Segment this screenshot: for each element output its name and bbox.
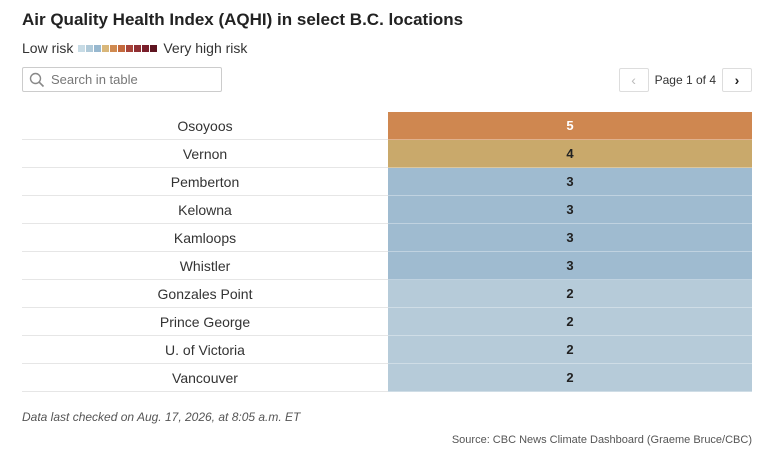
chevron-left-icon: ‹	[631, 72, 636, 88]
aqhi-value-cell: 3	[388, 196, 752, 224]
table-row: Prince George 2	[22, 308, 752, 336]
legend-swatch	[78, 44, 86, 52]
location-cell: Pemberton	[22, 168, 388, 196]
aqhi-value-cell: 2	[388, 336, 752, 364]
table-row: Gonzales Point 2	[22, 280, 752, 308]
location-cell: Vancouver	[22, 364, 388, 392]
table-row: Kelowna 3	[22, 196, 752, 224]
table-row: Kamloops 3	[22, 224, 752, 252]
table-row: Whistler 3	[22, 252, 752, 280]
legend-swatch	[126, 44, 134, 52]
table-row: U. of Victoria 2	[22, 336, 752, 364]
aqhi-value-cell: 3	[388, 252, 752, 280]
chevron-right-icon: ›	[734, 72, 740, 88]
prev-page-button[interactable]: ‹	[618, 68, 649, 92]
location-cell: Gonzales Point	[22, 280, 388, 308]
aqhi-value-cell: 5	[388, 112, 752, 140]
location-cell: Kelowna	[22, 196, 388, 224]
location-cell: Osoyoos	[22, 112, 388, 140]
table-row: Osoyoos 5	[22, 112, 752, 140]
page-indicator: Page 1 of 4	[654, 73, 716, 87]
last-checked-note: Data last checked on Aug. 17, 2026, at 8…	[22, 410, 301, 424]
legend-swatch	[150, 44, 158, 52]
legend-swatch	[142, 44, 150, 52]
legend-swatch	[110, 44, 118, 52]
aqhi-value-cell: 4	[388, 140, 752, 168]
table-row: Pemberton 3	[22, 168, 752, 196]
aqhi-value-cell: 3	[388, 168, 752, 196]
search-box[interactable]	[22, 67, 222, 92]
location-cell: Whistler	[22, 252, 388, 280]
location-cell: Kamloops	[22, 224, 388, 252]
location-cell: U. of Victoria	[22, 336, 388, 364]
aqhi-value-cell: 3	[388, 224, 752, 252]
search-input[interactable]	[51, 72, 211, 87]
next-page-button[interactable]: ›	[722, 68, 752, 92]
legend-swatch	[134, 44, 142, 52]
aqhi-value-cell: 2	[388, 364, 752, 392]
pagination: ‹ Page 1 of 4 ›	[618, 68, 752, 92]
table-row: Vernon 4	[22, 140, 752, 168]
table-row: Vancouver 2	[22, 364, 752, 392]
color-legend: Low risk Very high risk	[22, 40, 247, 56]
legend-swatches	[78, 44, 158, 52]
aqhi-value-cell: 2	[388, 308, 752, 336]
source-credit: Source: CBC News Climate Dashboard (Grae…	[451, 434, 752, 446]
aqhi-value-cell: 2	[388, 280, 752, 308]
aqhi-table: Osoyoos 5 Vernon 4 Pemberton 3 Kelowna 3 Kamloop…	[22, 112, 752, 392]
chart-title: Air Quality Health Index (AQHI) in selec…	[22, 10, 464, 29]
location-cell: Vernon	[22, 140, 388, 168]
location-cell: Prince George	[22, 308, 388, 336]
legend-high-label: Very high risk	[163, 40, 248, 56]
legend-swatch	[118, 44, 126, 52]
search-icon	[29, 72, 45, 87]
legend-low-label: Low risk	[22, 40, 74, 56]
legend-swatch	[86, 44, 94, 52]
legend-swatch	[94, 44, 102, 52]
legend-swatch	[102, 44, 110, 52]
